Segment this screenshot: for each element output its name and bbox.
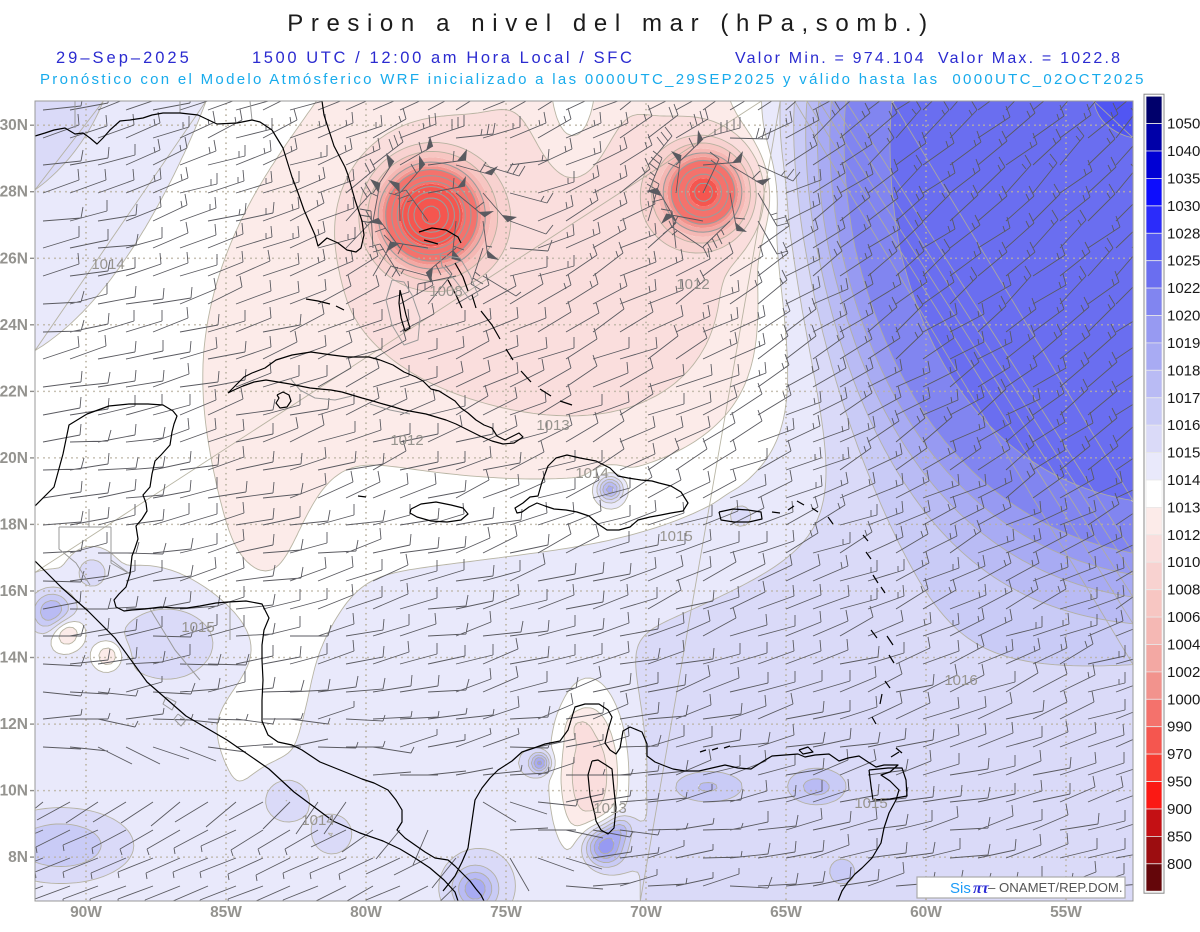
svg-text:1040: 1040 <box>1167 143 1200 160</box>
svg-text:850: 850 <box>1167 828 1192 845</box>
svg-text:1008: 1008 <box>429 283 462 300</box>
svg-text:18N: 18N <box>0 516 28 533</box>
svg-text:8N: 8N <box>8 849 28 866</box>
svg-text:1013: 1013 <box>593 800 626 817</box>
svg-text:1050: 1050 <box>1167 116 1200 133</box>
svg-text:12N: 12N <box>0 716 28 733</box>
svg-text:1010: 1010 <box>1167 554 1200 571</box>
svg-text:Sis: Sis <box>950 880 971 897</box>
svg-text:1014: 1014 <box>301 812 334 829</box>
svg-text:85W: 85W <box>210 904 242 921</box>
svg-text:1006: 1006 <box>1167 609 1200 626</box>
svg-text:1030: 1030 <box>1167 198 1200 215</box>
svg-text:10N: 10N <box>0 783 28 800</box>
svg-text:1014: 1014 <box>91 256 124 273</box>
svg-text:65W: 65W <box>770 904 802 921</box>
svg-text:1014: 1014 <box>1167 472 1200 489</box>
svg-text:1004: 1004 <box>1167 637 1200 654</box>
svg-text:Valor Min. = 974.104: Valor Min. = 974.104 <box>735 50 926 67</box>
svg-text:1028: 1028 <box>1167 225 1200 242</box>
svg-text:1020: 1020 <box>1167 308 1200 325</box>
svg-text:30N: 30N <box>0 117 28 134</box>
svg-text:– ONAMET/REP.DOM.: – ONAMET/REP.DOM. <box>988 880 1123 895</box>
svg-text:1018: 1018 <box>1167 362 1200 379</box>
svg-text:1016: 1016 <box>1167 417 1200 434</box>
svg-text:26N: 26N <box>0 250 28 267</box>
svg-text:55W: 55W <box>1050 904 1082 921</box>
svg-text:1008: 1008 <box>1167 582 1200 599</box>
svg-text:800: 800 <box>1167 856 1192 873</box>
svg-text:900: 900 <box>1167 801 1192 818</box>
svg-text:Pronóstico con el Modelo Atmós: Pronóstico con el Modelo Atmósferico WRF… <box>40 71 1146 88</box>
svg-text:90W: 90W <box>70 904 102 921</box>
svg-text:1015: 1015 <box>1167 445 1200 462</box>
svg-text:1035: 1035 <box>1167 170 1200 187</box>
svg-text:1019: 1019 <box>1167 335 1200 352</box>
svg-text:1013: 1013 <box>536 417 569 434</box>
svg-text:16N: 16N <box>0 583 28 600</box>
svg-text:1002: 1002 <box>1167 664 1200 681</box>
svg-text:1500 UTC / 12:00 am Hora Local: 1500 UTC / 12:00 am Hora Local / SFC <box>252 49 634 67</box>
svg-text:Valor Max. = 1022.8: Valor Max. = 1022.8 <box>938 50 1122 67</box>
svg-text:950: 950 <box>1167 774 1192 791</box>
svg-text:1012: 1012 <box>390 432 423 449</box>
svg-text:1012: 1012 <box>676 276 709 293</box>
svg-text:28N: 28N <box>0 184 28 201</box>
svg-text:1017: 1017 <box>1167 390 1200 407</box>
svg-text:970: 970 <box>1167 746 1192 763</box>
svg-text:1015: 1015 <box>181 619 214 636</box>
svg-text:1013: 1013 <box>1167 499 1200 516</box>
svg-text:Presion a nivel del mar (hPa,s: Presion a nivel del mar (hPa,somb.) <box>287 10 935 37</box>
svg-text:1012: 1012 <box>1167 527 1200 544</box>
svg-text:75W: 75W <box>490 904 522 921</box>
svg-text:60W: 60W <box>910 904 942 921</box>
svg-text:24N: 24N <box>0 317 28 334</box>
svg-text:22N: 22N <box>0 383 28 400</box>
svg-text:1015: 1015 <box>659 528 692 545</box>
svg-text:1022: 1022 <box>1167 280 1200 297</box>
svg-text:990: 990 <box>1167 719 1192 736</box>
svg-text:1025: 1025 <box>1167 253 1200 270</box>
svg-text:1015: 1015 <box>854 795 887 812</box>
svg-text:πτ: πτ <box>973 880 990 897</box>
svg-text:70W: 70W <box>630 904 662 921</box>
svg-text:1000: 1000 <box>1167 691 1200 708</box>
svg-text:1016: 1016 <box>944 672 977 689</box>
svg-text:20N: 20N <box>0 450 28 467</box>
svg-text:80W: 80W <box>350 904 382 921</box>
svg-text:1014: 1014 <box>575 465 608 482</box>
svg-text:14N: 14N <box>0 650 28 667</box>
svg-text:29–Sep–2025: 29–Sep–2025 <box>56 49 192 67</box>
